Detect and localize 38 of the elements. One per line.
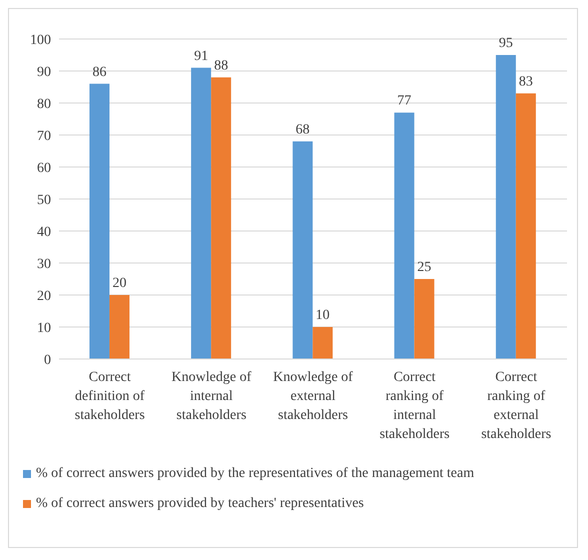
y-tick-label: 70 — [37, 128, 51, 144]
x-tick-label: Correct ranking of internal stakeholders — [380, 370, 450, 442]
x-tick-label: Knowledge of internal stakeholders — [172, 370, 252, 423]
data-label: 83 — [518, 74, 533, 90]
data-label: 10 — [316, 308, 330, 323]
y-tick-label: 50 — [37, 192, 51, 208]
x-tick-label: Correct ranking of external stakeholders — [481, 370, 552, 442]
data-label: 91 — [194, 48, 208, 64]
y-tick-label: 100 — [30, 32, 51, 48]
y-tick-label: 60 — [37, 160, 51, 176]
bar — [496, 55, 516, 359]
data-label: 95 — [498, 36, 513, 51]
data-label: 88 — [214, 58, 228, 74]
y-tick-label: 20 — [37, 288, 51, 304]
bar — [516, 93, 536, 359]
bar — [394, 112, 414, 359]
bar — [292, 141, 313, 359]
y-tick-label: 80 — [37, 96, 51, 112]
data-label: 77 — [397, 94, 412, 109]
bar — [414, 279, 434, 359]
y-tick-label: 10 — [37, 320, 51, 336]
bar — [89, 84, 110, 359]
legend-label: % of correct answers provided by teachers' representatives — [36, 495, 364, 513]
bar — [109, 295, 130, 359]
y-tick-label: 90 — [37, 64, 51, 80]
x-tick-label: Correct definition of stakeholders — [74, 370, 145, 423]
y-tick-label: 0 — [44, 352, 51, 368]
y-tick-label: 30 — [37, 256, 51, 272]
data-label: 20 — [112, 276, 126, 291]
bar — [312, 327, 333, 359]
legend-label: % of correct answers provided by the representatives of the management team — [36, 465, 474, 483]
bar — [191, 68, 212, 359]
data-label: 86 — [92, 64, 106, 80]
bar — [211, 77, 232, 359]
data-label: 25 — [417, 260, 432, 275]
y-tick-label: 40 — [37, 224, 51, 240]
data-label: 68 — [296, 122, 310, 138]
x-tick-label: Knowledge of external stakeholders — [273, 370, 354, 423]
